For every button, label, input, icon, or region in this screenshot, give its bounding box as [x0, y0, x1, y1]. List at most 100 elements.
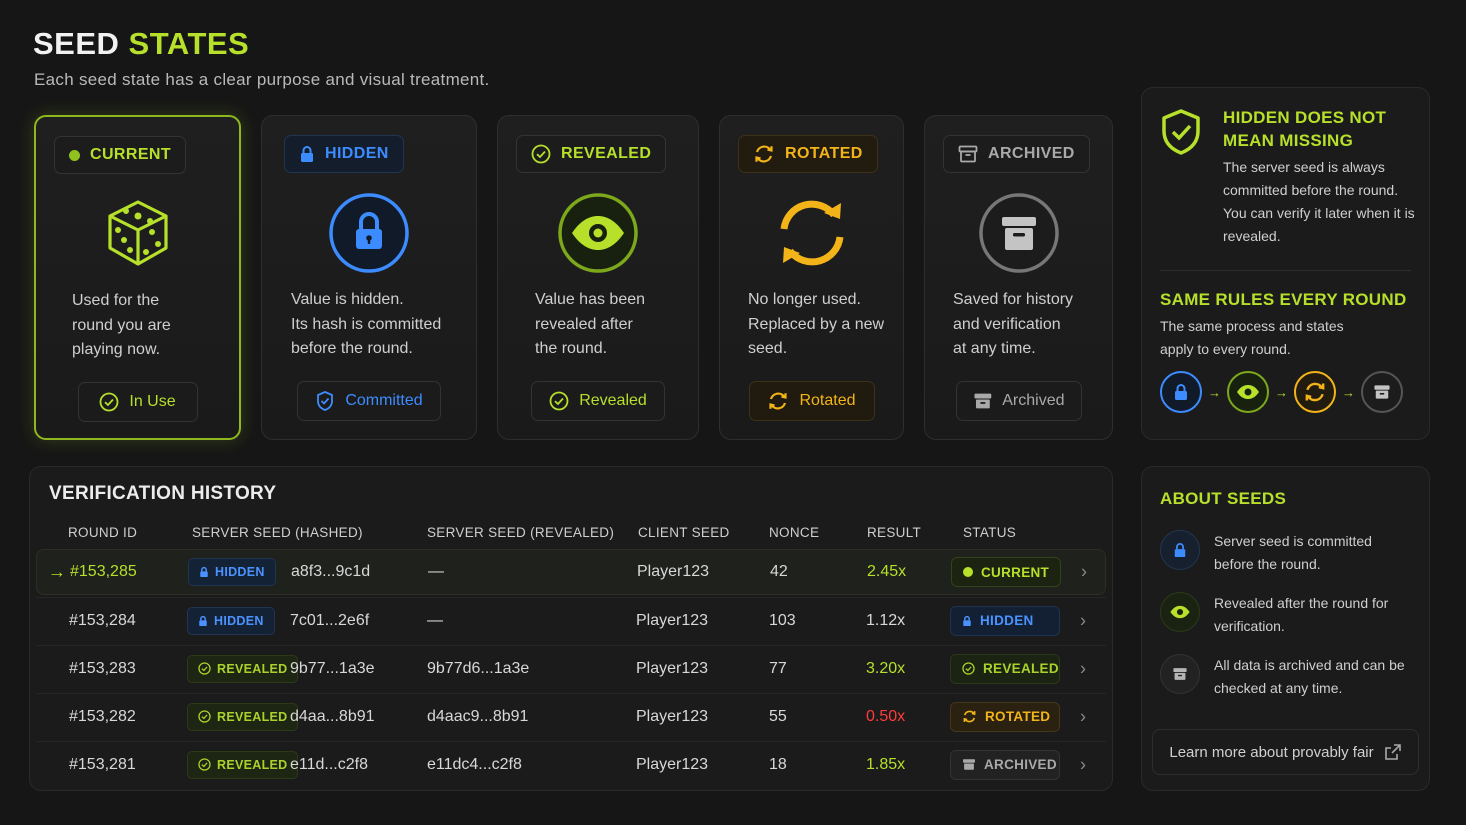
pill-label: CURRENT — [90, 146, 172, 163]
check-circle-icon — [962, 662, 975, 675]
result: 2.45x — [867, 563, 907, 580]
server-seed-revealed: 9b77d6...1a3e — [427, 659, 530, 677]
status-badge: ROTATED — [950, 701, 1060, 732]
chevron-right-icon[interactable]: › — [1080, 706, 1086, 726]
col-nonce: NONCE — [769, 525, 820, 540]
status-badge: HIDDEN — [950, 605, 1060, 636]
verification-history-panel: VERIFICATION HISTORY ROUND ID SERVER SEE… — [29, 466, 1113, 791]
page-title: SEED STATES — [33, 26, 249, 62]
state-pill-current: CURRENT — [54, 136, 187, 174]
learn-more-link[interactable]: Learn more about provably fair — [1152, 729, 1419, 775]
lock-icon — [198, 615, 208, 627]
check-circle-icon — [198, 758, 211, 771]
about-seeds-panel: ABOUT SEEDS Server seed is committed bef… — [1141, 466, 1430, 791]
link-label: Learn more about provably fair — [1169, 743, 1374, 761]
external-link-icon — [1384, 744, 1401, 760]
committed-button[interactable]: Committed — [297, 381, 441, 421]
arrow-right-icon: → — [1275, 384, 1288, 400]
button-label: In Use — [129, 393, 176, 410]
state-pill-hidden: HIDDEN — [284, 135, 404, 173]
result: 1.85x — [866, 755, 906, 773]
about-item: Server seed is committed before the roun… — [1160, 530, 1419, 576]
about-item-text: Revealed after the round for verificatio… — [1214, 595, 1389, 634]
chevron-right-icon[interactable]: › — [1080, 610, 1086, 630]
about-item-text: All data is archived and can be checked … — [1214, 657, 1405, 696]
seed-tag: HIDDEN — [188, 558, 276, 586]
lock-icon — [962, 615, 972, 627]
table-row[interactable]: → #153,285 HIDDEN a8f3...9c1d — Player12… — [36, 549, 1106, 595]
archive-icon — [1160, 654, 1200, 694]
card-description: Value is hidden. Its hash is committed b… — [291, 291, 442, 357]
client-seed: Player123 — [636, 755, 709, 773]
col-status: STATUS — [963, 525, 1017, 540]
server-seed-revealed: — — [428, 563, 444, 580]
server-seed-revealed: d4aac9...8b91 — [427, 707, 529, 725]
server-seed-revealed: — — [427, 611, 443, 629]
table-row[interactable]: #153,282 REVEALED d4aa...8b91 d4aac9...8… — [36, 693, 1106, 739]
server-seed-hashed: 7c01...2e6f — [290, 611, 370, 629]
pill-label: ARCHIVED — [988, 145, 1075, 162]
about-item: Revealed after the round for verificatio… — [1160, 592, 1419, 638]
dot-icon — [69, 149, 80, 161]
chevron-right-icon[interactable]: › — [1080, 658, 1086, 678]
card-description: Saved for history and verification at an… — [953, 291, 1074, 357]
info-panel: HIDDEN DOES NOT MEAN MISSING The server … — [1141, 87, 1430, 440]
table-row[interactable]: #153,283 REVEALED 9b77...1a3e 9b77d6...1… — [36, 645, 1106, 691]
title-main: SEED — [33, 26, 120, 61]
tag-label: REVEALED — [217, 661, 288, 676]
about-item-text: Server seed is committed before the roun… — [1214, 533, 1372, 572]
about-item: All data is archived and can be checked … — [1160, 654, 1419, 700]
rotate-icon — [1294, 371, 1336, 413]
archive-icon — [958, 145, 978, 163]
arrow-right-icon: → — [1208, 384, 1221, 400]
nonce: 42 — [770, 563, 788, 580]
round-id: #153,283 — [69, 659, 136, 677]
check-circle-icon — [549, 391, 569, 411]
server-seed-hashed: a8f3...9c1d — [291, 563, 371, 580]
nonce: 55 — [769, 707, 787, 725]
client-seed: Player123 — [636, 611, 709, 629]
state-card-rotated: ROTATED No longer used. Replaced by a ne… — [719, 115, 904, 440]
pill-label: ROTATED — [785, 145, 863, 162]
status-label: REVEALED — [983, 661, 1059, 676]
eye-icon — [558, 193, 638, 273]
archive-icon — [973, 393, 991, 409]
status-label: CURRENT — [981, 564, 1050, 580]
table-row[interactable]: #153,281 REVEALED e11d...c2f8 e11dc4...c… — [36, 741, 1106, 787]
round-id: #153,281 — [69, 755, 136, 773]
table-row[interactable]: #153,284 HIDDEN 7c01...2e6f — Player123 … — [36, 597, 1106, 643]
revealed-button[interactable]: Revealed — [531, 381, 665, 421]
rotated-button[interactable]: Rotated — [748, 381, 875, 421]
result: 1.12x — [866, 611, 906, 629]
status-badge: REVEALED — [950, 653, 1060, 684]
lock-icon — [199, 566, 209, 578]
state-pill-revealed: REVEALED — [516, 135, 667, 173]
page-subtitle: Each seed state has a clear purpose and … — [34, 70, 490, 89]
rotate-icon — [769, 392, 788, 410]
rotate-icon — [755, 145, 773, 163]
state-flow: → → → — [1160, 371, 1403, 413]
dot-icon — [963, 567, 973, 577]
shield-check-icon — [1162, 109, 1200, 155]
col-round-id: ROUND ID — [68, 525, 138, 540]
chevron-right-icon[interactable]: › — [1081, 561, 1087, 582]
in-use-button[interactable]: In Use — [77, 382, 198, 422]
state-card-archived: ARCHIVED Saved for history and verificat… — [924, 115, 1113, 440]
chevron-right-icon[interactable]: › — [1080, 754, 1086, 774]
archive-icon — [962, 758, 976, 771]
status-badge: ARCHIVED — [950, 749, 1060, 780]
round-id: #153,284 — [69, 611, 136, 629]
button-label: Committed — [345, 392, 423, 409]
shield-icon — [317, 391, 334, 411]
pill-label: REVEALED — [561, 145, 652, 162]
archived-button[interactable]: Archived — [955, 381, 1082, 421]
col-client: CLIENT SEED — [638, 525, 730, 540]
round-id: #153,282 — [69, 707, 136, 725]
result: 0.50x — [866, 707, 906, 725]
col-result: RESULT — [867, 525, 922, 540]
status-label: HIDDEN — [980, 613, 1034, 628]
seed-tag: REVEALED — [187, 750, 299, 779]
check-circle-icon — [531, 144, 551, 164]
card-description: Used for the round you are playing now. — [72, 292, 171, 358]
server-seed-hashed: d4aa...8b91 — [290, 707, 375, 725]
